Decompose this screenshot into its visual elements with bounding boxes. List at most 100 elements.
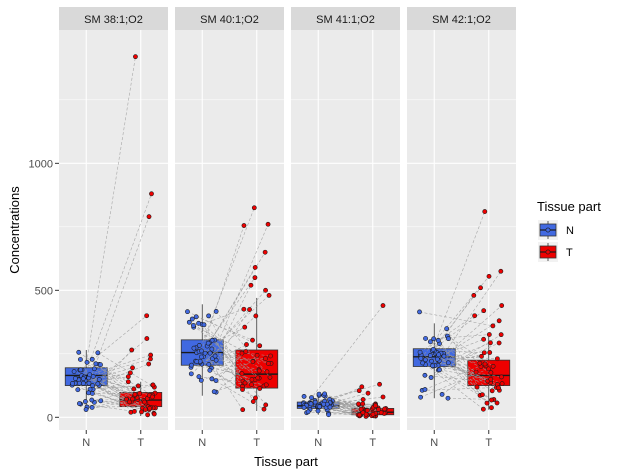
point-N — [417, 309, 422, 315]
point-N — [189, 362, 194, 368]
point-T — [477, 360, 483, 366]
point-T — [496, 340, 502, 346]
pairing-line — [430, 334, 502, 378]
pairing-line — [211, 378, 265, 410]
legend-label: N — [566, 225, 574, 237]
point-T — [364, 407, 370, 413]
point-T — [242, 380, 248, 386]
point-N — [427, 339, 433, 345]
pairing-line — [215, 311, 271, 378]
point-N — [418, 355, 424, 361]
point-T — [268, 353, 273, 359]
point-N — [327, 404, 333, 410]
point-T — [373, 403, 378, 409]
point-T — [473, 369, 479, 375]
point-T — [250, 337, 255, 343]
panel-background — [291, 30, 400, 430]
point-N — [83, 407, 89, 412]
point-T — [498, 268, 504, 274]
point-T — [247, 307, 252, 312]
pairing-line — [424, 363, 486, 390]
pairing-line — [303, 305, 384, 408]
point-N — [434, 356, 440, 362]
legend-key-point — [545, 227, 551, 233]
pairing-line — [193, 308, 244, 328]
point-N — [321, 401, 327, 407]
x-tick-label: T — [485, 437, 492, 449]
point-N — [95, 350, 101, 356]
pairing-line — [324, 393, 374, 415]
point-N — [76, 349, 82, 355]
pairing-line — [88, 392, 150, 409]
point-T — [486, 332, 492, 337]
point-T — [265, 361, 271, 366]
pairing-line — [83, 56, 136, 378]
point-N — [198, 377, 204, 383]
point-N — [423, 336, 428, 341]
point-T — [472, 313, 478, 319]
point-T — [146, 361, 152, 367]
point-N — [446, 336, 451, 342]
pairing-line — [85, 397, 138, 402]
point-N — [98, 398, 104, 404]
point-N — [315, 408, 321, 414]
legend-label: T — [566, 247, 573, 259]
legend-title: Tissue part — [537, 199, 601, 214]
point-T — [130, 365, 135, 371]
point-T — [267, 374, 273, 380]
pairing-line — [82, 381, 130, 403]
pairing-line — [437, 339, 484, 357]
pairing-line — [86, 396, 153, 410]
pairing-line — [89, 354, 151, 376]
point-N — [428, 375, 434, 380]
point-T — [239, 371, 245, 376]
pairing-line — [318, 392, 369, 407]
point-T — [480, 392, 485, 398]
pairing-line — [438, 342, 500, 371]
point-N — [213, 309, 219, 314]
point-N — [84, 359, 90, 365]
pairing-line — [317, 386, 362, 407]
point-N — [78, 367, 84, 373]
point-N — [201, 322, 207, 328]
panels-layer: SM 38:1;O2N TSM 40:1;O2N TSM 41:1;O2N TSM 4… — [59, 7, 516, 449]
point-N — [96, 377, 102, 382]
point-T — [137, 390, 143, 396]
pairing-line — [421, 354, 498, 360]
point-T — [359, 384, 365, 390]
point-T — [494, 400, 500, 406]
point-N — [209, 346, 215, 352]
point-T — [151, 411, 157, 417]
facet-panel: SM 41:1;O2 N T — [291, 7, 400, 449]
pairing-line — [195, 358, 266, 362]
point-N — [305, 409, 311, 415]
point-T — [251, 205, 257, 211]
legend-item: T — [538, 242, 573, 262]
point-T — [480, 406, 486, 412]
point-T — [484, 400, 490, 406]
point-N — [70, 380, 75, 386]
point-N — [436, 352, 442, 358]
point-T — [239, 350, 245, 356]
point-T — [262, 249, 268, 255]
point-T — [380, 303, 386, 308]
pairing-line — [311, 397, 379, 410]
point-T — [487, 350, 493, 355]
pairing-line — [441, 366, 482, 395]
point-T — [144, 336, 150, 341]
point-T — [377, 381, 382, 387]
pairing-line — [309, 383, 380, 404]
pairing-line — [79, 403, 135, 412]
point-T — [257, 343, 263, 349]
point-T — [482, 361, 488, 367]
pairing-line — [446, 328, 483, 395]
point-T — [139, 409, 144, 415]
point-T — [494, 356, 500, 362]
pairing-line — [88, 216, 150, 384]
point-T — [489, 397, 494, 403]
pairing-line — [447, 335, 494, 367]
legend-item: N — [538, 220, 574, 240]
pairing-line — [91, 399, 146, 410]
point-T — [252, 275, 258, 281]
facet-strip-label: SM 38:1;O2 — [84, 14, 143, 26]
